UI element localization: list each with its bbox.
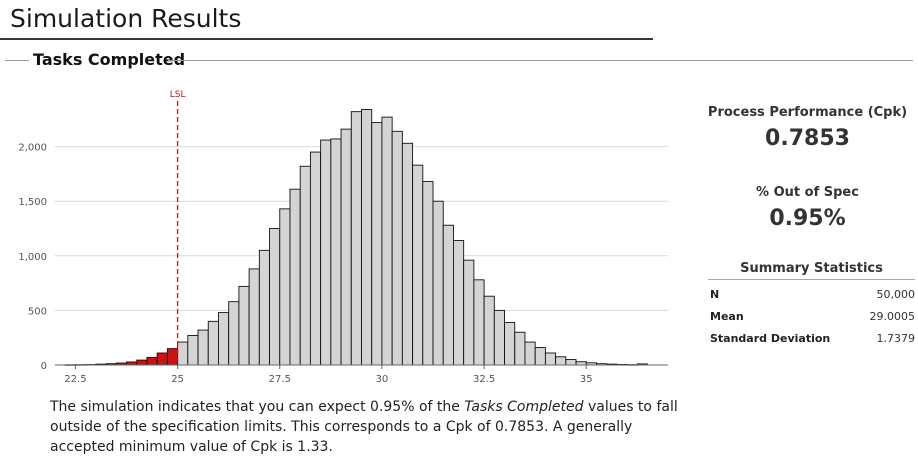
histogram-bar [340, 128, 352, 366]
stat-row-n: N 50,000 [710, 284, 915, 306]
description-emphasis: Tasks Completed [464, 399, 584, 415]
histogram-bar [330, 138, 342, 366]
histogram-bar [177, 341, 189, 366]
section-rule-left [5, 60, 29, 61]
stat-label: Mean [710, 310, 744, 323]
histogram-bar [555, 356, 567, 366]
histogram-bar [299, 165, 311, 366]
section-title: Tasks Completed [33, 50, 186, 69]
axis-layer: 0 500 1,000 1,500 2,000 22.5 25 27.5 30 32.5 35 [18, 143, 668, 385]
title-divider [0, 38, 653, 40]
stat-label: Standard Deviation [710, 332, 831, 345]
lsl-layer: LSL [170, 90, 186, 365]
cpk-label: Process Performance (Cpk) [707, 105, 908, 120]
histogram-bar [187, 335, 199, 366]
stat-row-mean: Mean 29.0005 [710, 306, 915, 328]
bars-layer [64, 109, 649, 366]
histogram-bar [289, 188, 301, 366]
description-part2: values to fall outside of the specificat… [50, 399, 678, 455]
x-tick-label: 25 [171, 374, 184, 385]
lsl-label: LSL [170, 90, 186, 100]
histogram-bar [361, 109, 373, 366]
histogram-bar [544, 352, 557, 366]
histogram-bar [207, 320, 219, 366]
stat-value: 1.7379 [876, 332, 916, 345]
histogram-bar [463, 259, 475, 366]
histogram-bar [473, 279, 485, 366]
histogram-bar [534, 347, 546, 366]
histogram-bar [197, 329, 209, 366]
histogram-bar [228, 301, 240, 366]
histogram-bar [218, 312, 230, 366]
y-tick-label: 1,000 [18, 252, 47, 263]
cpk-value: 0.7853 [765, 126, 850, 151]
histogram-bar [504, 321, 516, 366]
metrics-panel: Process Performance (Cpk) 0.7853 % Out o… [700, 105, 915, 350]
x-tick-label: 22.5 [64, 374, 86, 385]
stat-label: N [710, 288, 720, 301]
histogram-bar [422, 181, 434, 366]
histogram-bar [493, 309, 505, 366]
histogram-bar [269, 228, 281, 366]
histogram-bar [442, 224, 454, 366]
section-header: Tasks Completed [0, 50, 913, 72]
x-tick-label: 32.5 [473, 374, 495, 385]
histogram-bar [514, 331, 526, 366]
summary-stats-title: Summary Statistics [708, 261, 915, 280]
histogram-chart: 0 500 1,000 1,500 2,000 22.5 25 27.5 30 32.5 35 LS… [18, 90, 668, 385]
histogram-bar [412, 164, 424, 366]
page-title: Simulation Results [10, 4, 242, 33]
histogram-bar [381, 116, 393, 366]
histogram-bar [453, 240, 465, 366]
result-description: The simulation indicates that you can ex… [50, 397, 680, 457]
stat-value: 50,000 [876, 288, 916, 301]
oos-label: % Out of Spec [756, 185, 859, 200]
histogram-bar [258, 249, 271, 366]
histogram-bar [350, 111, 362, 366]
histogram-bar [371, 122, 383, 366]
x-tick-label: 27.5 [269, 374, 291, 385]
y-tick-label: 2,000 [18, 143, 47, 154]
y-tick-label: 1,500 [18, 197, 47, 208]
stat-value: 29.0005 [869, 310, 916, 323]
histogram-bar [136, 359, 148, 366]
histogram-bar [309, 151, 322, 366]
stat-row-std-dev: Standard Deviation 1.7379 [710, 328, 915, 350]
section-rule-right [168, 60, 913, 61]
histogram-bar [401, 142, 414, 366]
histogram-bar [483, 295, 495, 366]
histogram-bar [391, 130, 403, 366]
description-part1: The simulation indicates that you can ex… [50, 399, 465, 415]
histogram-bar [238, 285, 250, 366]
histogram-bar [146, 356, 158, 366]
y-tick-label: 500 [28, 306, 47, 317]
histogram-bar [320, 139, 332, 366]
x-tick-label: 35 [580, 374, 593, 385]
histogram-bar [524, 341, 536, 366]
histogram-bar [166, 348, 179, 366]
y-tick-label: 0 [41, 361, 47, 372]
x-tick-label: 30 [376, 374, 389, 385]
histogram-bar [156, 352, 168, 366]
histogram-bar [432, 200, 444, 366]
histogram-bar [279, 208, 291, 366]
oos-value: 0.95% [769, 206, 846, 231]
histogram-bar [248, 268, 260, 366]
histogram-bar [565, 359, 577, 366]
